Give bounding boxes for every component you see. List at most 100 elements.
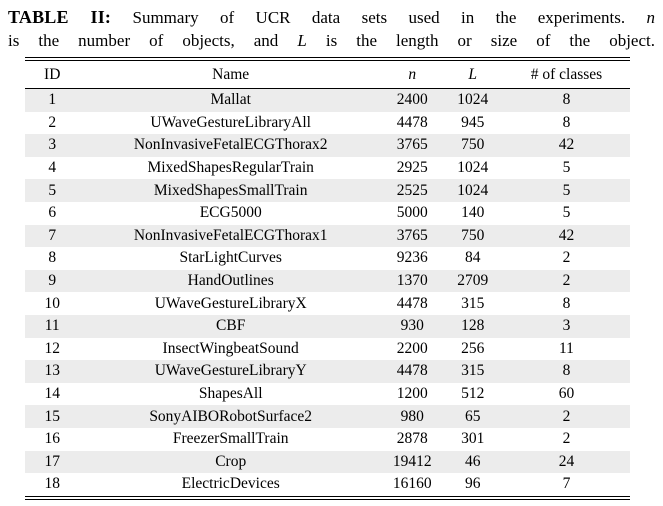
table-row: 18 ElectricDevices 16160 96 7 [25,473,630,498]
cell-n: 16160 [392,475,432,493]
column-header-id: ID [44,65,61,83]
table-caption: TABLE II: Summary of UCR data sets used … [8,6,655,52]
cell-n: 9236 [396,249,428,267]
cell-name: NonInvasiveFetalECGThorax2 [133,136,328,154]
cell-classes: 11 [559,339,574,357]
cell-id: 18 [44,475,60,493]
cell-id: 11 [44,317,60,335]
cell-name: Mallat [210,91,251,109]
table-row: 3 NonInvasiveFetalECGThorax2 3765 750 42 [25,134,630,157]
cell-n: 930 [400,317,424,335]
cell-name: CBF [216,317,246,335]
cell-n: 19412 [392,452,432,470]
cell-l: 1024 [457,181,489,199]
cell-l: 1024 [457,159,489,177]
cell-id: 16 [44,430,60,448]
table-row: 9 HandOutlines 1370 2709 2 [25,269,630,293]
cell-l: 315 [461,294,485,312]
cell-n: 2925 [396,159,428,177]
cell-id: 1 [48,91,57,109]
cell-classes: 7 [562,475,571,493]
cell-name: ECG5000 [199,204,262,222]
cell-n: 2525 [396,181,428,199]
table-row: 6 ECG5000 5000 140 5 [25,202,630,225]
cell-name: ShapesAll [198,385,263,403]
table-row: 4 MixedShapesRegularTrain 2925 1024 5 [25,157,630,180]
cell-classes: 24 [558,452,575,470]
cell-classes: 2 [562,407,571,425]
cell-name: ElectricDevices [181,475,280,493]
column-header-classes: # of classes [530,65,603,83]
caption-text-1: Summary of UCR data sets used in the exp… [111,8,647,27]
cell-classes: 8 [562,113,571,131]
table-row: 2 UWaveGestureLibraryAll 4478 945 8 [25,112,630,135]
cell-l: 96 [464,475,481,493]
cell-id: 5 [48,181,57,199]
cell-id: 14 [44,385,60,403]
cell-n: 4478 [396,294,428,312]
cell-l: 128 [461,317,485,335]
cell-l: 2709 [457,272,489,290]
cell-id: 3 [48,136,57,154]
cell-classes: 3 [562,317,571,335]
cell-classes: 8 [562,362,571,380]
table-row: 1 Mallat 2400 1024 8 [25,88,630,112]
cell-id: 8 [48,249,57,267]
table-row: 11 CBF 930 128 3 [25,314,630,338]
cell-name: MixedShapesRegularTrain [147,159,314,177]
cell-l: 65 [464,407,481,425]
cell-l: 140 [461,204,485,222]
cell-n: 4478 [396,362,428,380]
table-row: 15 SonyAIBORobotSurface2 980 65 2 [25,405,630,428]
cell-id: 13 [44,362,60,380]
table-row: 10 UWaveGestureLibraryX 4478 315 8 [25,292,630,315]
table-row: 17 Crop 19412 46 24 [25,450,630,474]
cell-name: UWaveGestureLibraryY [154,362,307,380]
cell-n: 5000 [396,204,428,222]
cell-n: 2200 [396,339,428,357]
table-header: ID Name n L # of classes [25,59,630,89]
caption-line-1: TABLE II: Summary of UCR data sets used … [8,6,655,29]
math-var-l: L [297,31,307,50]
cell-n: 980 [400,407,424,425]
cell-classes: 60 [558,385,575,403]
cell-classes: 5 [562,204,571,222]
cell-id: 9 [48,272,57,290]
cell-name: FreezerSmallTrain [172,430,289,448]
cell-n: 2400 [396,91,428,109]
cell-l: 750 [461,136,485,154]
cell-n: 3765 [396,136,428,154]
cell-id: 4 [48,159,57,177]
cell-classes: 2 [562,430,571,448]
table-row: 13 UWaveGestureLibraryY 4478 315 8 [25,360,630,383]
cell-classes: 42 [558,136,575,154]
cell-name: Crop [215,452,247,470]
cell-l: 84 [464,249,481,267]
cell-l: 945 [461,113,485,131]
table-row: 14 ShapesAll 1200 512 60 [25,383,630,406]
cell-name: InsectWingbeatSound [162,339,299,357]
cell-name: MixedShapesSmallTrain [153,181,308,199]
cell-n: 4478 [396,113,428,131]
column-header-l: L [468,65,477,83]
cell-n: 1370 [396,272,428,290]
cell-name: UWaveGestureLibraryAll [150,113,311,131]
column-header-n: n [408,65,417,83]
table-row: 7 NonInvasiveFetalECGThorax1 3765 750 42 [25,224,630,248]
cell-l: 46 [464,452,481,470]
cell-l: 1024 [457,91,489,109]
cell-id: 15 [44,407,60,425]
cell-name: StarLightCurves [179,249,282,267]
cell-name: UWaveGestureLibraryX [154,294,307,312]
cell-classes: 8 [562,294,571,312]
cell-name: HandOutlines [187,272,274,290]
cell-name: NonInvasiveFetalECGThorax1 [133,226,328,244]
cell-id: 6 [48,204,57,222]
cell-n: 2878 [396,430,428,448]
table-row: 16 FreezerSmallTrain 2878 301 2 [25,428,630,451]
caption-line-2: is the number of objects, and L is the l… [8,29,655,52]
column-header-name: Name [212,65,250,83]
cell-n: 3765 [396,226,428,244]
table-number-label: TABLE II: [8,7,112,27]
